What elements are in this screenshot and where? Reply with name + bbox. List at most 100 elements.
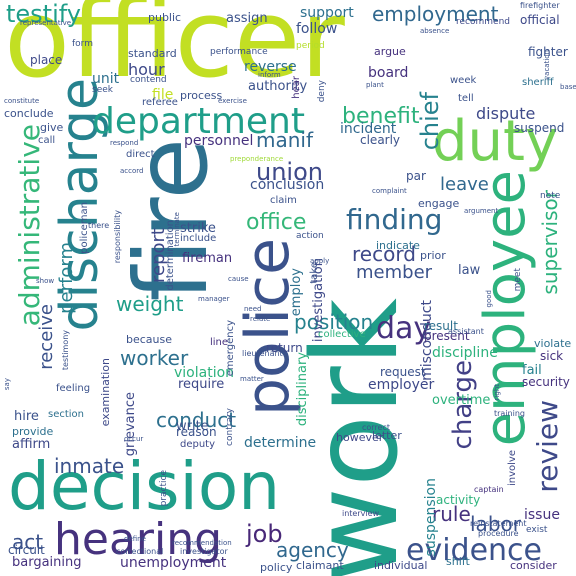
word-unit: unit bbox=[92, 71, 120, 87]
word-complaint: complaint bbox=[372, 187, 407, 195]
word-take: take bbox=[309, 262, 320, 284]
word-reinstatement: reinstatement bbox=[470, 519, 527, 528]
word-shift: shift bbox=[446, 555, 470, 568]
word-base: base bbox=[560, 83, 576, 91]
word-benefit: benefit bbox=[342, 104, 420, 129]
word-procedure: procedure bbox=[478, 529, 519, 538]
word-act: act bbox=[12, 530, 44, 554]
word-need: need bbox=[244, 305, 262, 313]
word-finding: finding bbox=[346, 203, 443, 236]
word-affirm: affirm bbox=[12, 437, 51, 452]
word-deny: deny bbox=[317, 80, 327, 103]
word-review: review bbox=[531, 400, 564, 493]
word-seek: seek bbox=[92, 85, 113, 95]
word-office: office bbox=[246, 210, 307, 235]
word-say: say bbox=[3, 378, 11, 391]
word-testimony: testimony bbox=[61, 330, 70, 371]
word-argument: argument bbox=[464, 207, 499, 215]
word-recommend: recommend bbox=[456, 17, 510, 27]
word-accord: accord bbox=[120, 167, 144, 175]
word-matter: matter bbox=[240, 375, 264, 383]
word-perform: perform bbox=[56, 242, 77, 314]
word-overtime: overtime bbox=[432, 393, 491, 408]
word-argue: argue bbox=[374, 45, 406, 58]
word-referee: referee bbox=[142, 97, 178, 108]
word-return: return bbox=[266, 341, 303, 355]
word-contrary: contrary bbox=[225, 408, 235, 446]
word-period: period bbox=[296, 41, 325, 51]
word-testify: testify bbox=[6, 0, 81, 28]
word-hire: hire bbox=[14, 409, 39, 424]
word-section: section bbox=[48, 409, 85, 420]
word-leave: leave bbox=[440, 174, 489, 195]
word-hearing: hearing bbox=[54, 514, 223, 565]
word-clearly: clearly bbox=[360, 133, 401, 147]
word-agency: agency bbox=[276, 538, 349, 562]
word-plant: plant bbox=[366, 81, 384, 89]
word-engage: engage bbox=[418, 197, 460, 210]
word-grievance: grievance bbox=[123, 392, 138, 457]
word-vacation: vacation bbox=[543, 50, 551, 80]
word-show: show bbox=[36, 277, 55, 285]
word-indicate: indicate bbox=[376, 239, 420, 252]
word-process: process bbox=[180, 89, 223, 102]
word-employer: employer bbox=[368, 377, 435, 393]
word-strike: strike bbox=[180, 221, 216, 236]
word-letter: letter bbox=[372, 429, 402, 442]
word-line: line bbox=[210, 337, 229, 348]
word-give: give bbox=[40, 121, 64, 134]
word-suspension: suspension bbox=[423, 478, 439, 557]
word-duty: duty bbox=[432, 109, 559, 174]
word-employment: employment bbox=[372, 2, 499, 26]
word-bargaining: bargaining bbox=[12, 555, 82, 570]
word-issue: issue bbox=[524, 507, 560, 523]
word-worker: worker bbox=[120, 346, 189, 370]
word-form: form bbox=[72, 39, 93, 49]
word-consider: consider bbox=[510, 559, 557, 572]
word-decision: decision bbox=[8, 448, 281, 525]
word-sheriff: sheriff bbox=[522, 77, 554, 88]
word-responsibility: responsibility bbox=[113, 210, 122, 264]
word-action: action bbox=[296, 231, 324, 241]
word-occur: occur bbox=[124, 435, 144, 443]
word-place: place bbox=[30, 53, 63, 67]
word-officer: officer bbox=[4, 0, 345, 102]
word-law: law bbox=[458, 263, 481, 278]
word-performance: performance bbox=[210, 47, 268, 57]
word-disciplinary: disciplinary bbox=[295, 352, 310, 427]
word-sick: sick bbox=[540, 349, 564, 363]
word-meet: meet bbox=[513, 268, 523, 292]
word-firefighter: firefighter bbox=[520, 1, 560, 10]
word-fireman: fireman bbox=[182, 251, 233, 266]
word-authority: authority bbox=[248, 79, 308, 94]
word-board: board bbox=[368, 65, 409, 81]
word-department: department bbox=[92, 101, 305, 142]
word-weight: weight bbox=[116, 292, 184, 316]
word-direct: direct bbox=[126, 149, 155, 160]
word-examination: examination bbox=[99, 358, 112, 427]
word-standard: standard bbox=[128, 47, 177, 60]
word-day: day bbox=[376, 311, 432, 346]
word-include: include bbox=[180, 233, 217, 244]
word-cause: cause bbox=[228, 275, 249, 283]
word-contend: contend bbox=[130, 75, 167, 85]
word-member: member bbox=[356, 262, 433, 283]
word-individual: individual bbox=[374, 559, 428, 572]
word-result: result bbox=[424, 319, 458, 333]
word-supervisor: supervisor bbox=[538, 190, 562, 295]
word-official: official bbox=[520, 13, 560, 27]
word-provide: provide bbox=[12, 425, 54, 438]
word-fighter: fighter bbox=[528, 45, 568, 59]
word-however: however bbox=[336, 431, 384, 444]
word-training: training bbox=[494, 409, 525, 418]
word-position: position bbox=[294, 310, 374, 334]
word-relate: relate bbox=[250, 315, 271, 323]
word-feeling: feeling bbox=[56, 383, 91, 394]
word-claim: claim bbox=[270, 195, 297, 206]
word-collective: collective bbox=[318, 329, 366, 340]
word-because: because bbox=[126, 333, 173, 346]
word-terminate: terminate bbox=[173, 212, 181, 247]
word-fail: fail bbox=[522, 363, 542, 378]
word-request: request bbox=[380, 365, 426, 379]
